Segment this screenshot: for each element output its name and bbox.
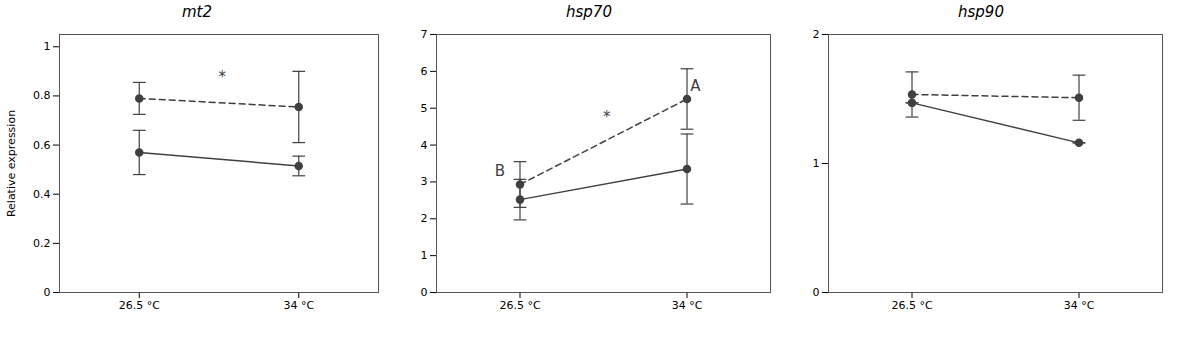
svg-text:A: A bbox=[690, 77, 701, 95]
svg-text:26.5 °C: 26.5 °C bbox=[891, 299, 932, 312]
svg-text:34 °C: 34 °C bbox=[672, 299, 703, 312]
svg-text:1: 1 bbox=[44, 40, 51, 53]
svg-text:0: 0 bbox=[813, 286, 820, 299]
svg-text:Relative expression: Relative expression bbox=[5, 110, 18, 217]
svg-text:1: 1 bbox=[813, 157, 820, 170]
svg-text:4: 4 bbox=[421, 139, 428, 152]
svg-text:34 °C: 34 °C bbox=[283, 299, 314, 312]
svg-text:B: B bbox=[495, 162, 505, 180]
svg-text:6: 6 bbox=[421, 65, 428, 78]
html-text:hsp90: hsp90 bbox=[958, 3, 1004, 21]
svg-text:26.5 °C: 26.5 °C bbox=[499, 299, 540, 312]
svg-text:0.6: 0.6 bbox=[33, 139, 51, 152]
svg-text:7: 7 bbox=[421, 28, 428, 41]
svg-text:1: 1 bbox=[421, 249, 428, 262]
svg-text:2: 2 bbox=[813, 28, 820, 41]
svg-text:*: * bbox=[218, 68, 226, 86]
svg-text:0.8: 0.8 bbox=[33, 89, 51, 102]
svg-text:26.5 °C: 26.5 °C bbox=[119, 299, 160, 312]
svg-text:2: 2 bbox=[421, 212, 428, 225]
svg-text:0.2: 0.2 bbox=[33, 237, 51, 250]
svg-text:34 °C: 34 °C bbox=[1064, 299, 1095, 312]
svg-text:0.4: 0.4 bbox=[33, 188, 51, 201]
html-text:mt2: mt2 bbox=[182, 3, 212, 21]
svg-text:5: 5 bbox=[421, 102, 428, 115]
svg-text:0: 0 bbox=[44, 286, 51, 299]
svg-text:3: 3 bbox=[421, 175, 428, 188]
svg-text:0: 0 bbox=[421, 286, 428, 299]
svg-text:*: * bbox=[603, 108, 611, 126]
html-text:hsp70: hsp70 bbox=[566, 3, 612, 21]
